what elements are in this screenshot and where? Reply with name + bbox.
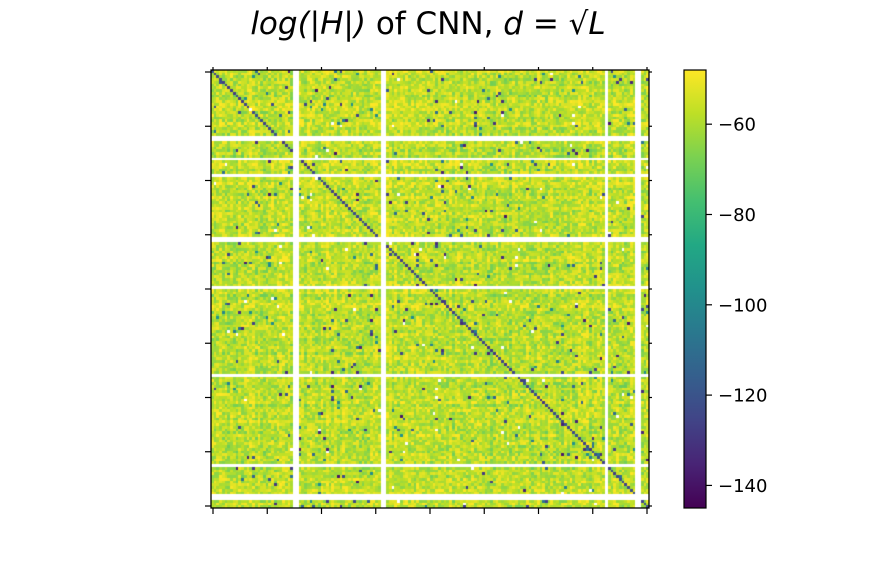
colorbar-tick-label: −60 [718, 115, 756, 136]
heatmap-cells [211, 70, 649, 508]
colorbar [684, 70, 706, 508]
colorbar-frame [683, 69, 707, 509]
colorbar-tick-label: −100 [718, 295, 767, 316]
colorbar-tick-label: −80 [718, 205, 756, 226]
colorbar-ticks: −60 −80 −100 −120 −140 [706, 115, 767, 497]
title-middle: of CNN, [366, 6, 503, 42]
title-suffix: d = √L [503, 6, 605, 42]
x-axis-ticks [212, 67, 648, 514]
colorbar-tick-label: −120 [718, 386, 767, 407]
colorbar-tick-label: −140 [718, 476, 767, 497]
y-axis-ticks [205, 71, 652, 507]
title-prefix: log(|H|) [250, 6, 366, 42]
chart-title: log(|H|) of CNN, d = √L [250, 6, 605, 42]
